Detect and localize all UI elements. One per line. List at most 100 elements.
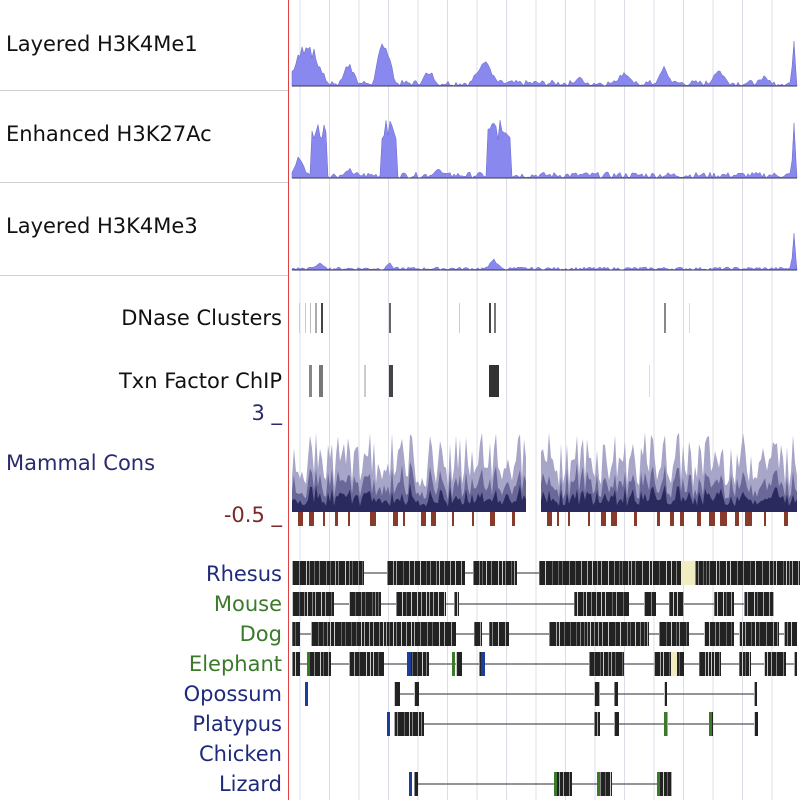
species-label-platypus[interactable]: Platypus [192,712,282,736]
chain-block-stripe [330,561,331,585]
chain-block-stripe [709,561,710,585]
chain-block-stripe [614,682,615,706]
chain-block-stripe [591,592,592,616]
chain-block-stripe [576,622,577,646]
species-label-rhesus[interactable]: Rhesus [205,562,282,586]
cons-negative-bar [568,512,570,526]
chain-block-stripe [444,561,445,585]
chain-block-stripe [328,652,329,676]
chain-block-stripe [393,561,394,585]
chain-block-stripe [349,561,350,585]
species-label-chicken[interactable]: Chicken [199,742,282,766]
chain-block [764,652,786,676]
chain-block-stripe [558,561,559,585]
dnase-cluster-marks [299,303,690,333]
chain-highlight [671,652,677,676]
chain-block-stripe [444,622,445,646]
chain-block-stripe [600,652,601,676]
chain-block-stripe [365,592,366,616]
cons-negative-bar [323,512,325,526]
chain-block-stripe [292,622,293,646]
chain-block-stripe [671,622,672,646]
chain-block-stripe [597,712,598,736]
track-label-mammal-cons[interactable]: Mammal Cons [6,451,156,475]
chain-block-stripe [315,592,316,616]
dnase-cluster [305,303,306,333]
chain-block-stripe [539,561,540,585]
chain-block-stripe [749,652,750,676]
cons-negative-bar [472,512,474,526]
chain-block-stripe [292,561,293,585]
chain-edge-green [657,772,660,796]
chain-block-stripe [755,622,756,646]
chain-block-stripe [366,652,367,676]
chain-block-stripe [511,561,512,585]
chain-block-stripe [403,561,404,585]
chain-block [754,682,757,706]
chain-block-stripe [708,652,709,676]
chain-block-stripe [562,561,563,585]
chain-block-stripe [414,622,415,646]
chain-block-stripe [610,772,611,796]
chain-block-stripe [644,592,645,616]
chain-block-stripe [794,652,795,676]
chain-block-stripe [777,622,778,646]
cons-ymax-label: 3 _ [251,401,282,425]
chain-block [657,772,672,796]
chain-block-stripe [601,561,602,585]
track-label-txn[interactable]: Txn Factor ChIP [118,369,282,393]
chain-block-stripe [327,622,328,646]
chain-block [614,682,618,706]
cons-negative-bar [335,512,338,526]
chain-block-stripe [602,622,603,646]
chain-block-stripe [569,772,570,796]
species-label-elephant[interactable]: Elephant [188,652,282,676]
dnase-cluster [321,303,323,333]
cons-area [541,484,797,512]
chain-block-stripe [660,652,661,676]
chain-block-stripe [759,622,760,646]
chain-block-stripe [583,592,584,616]
chain-block-stripe [396,622,397,646]
cons-negative-bar [557,512,559,526]
chain-block-stripe [369,622,370,646]
species-label-dog[interactable]: Dog [239,622,282,646]
mammal-cons-graph [292,432,797,526]
species-label-mouse[interactable]: Mouse [213,592,282,616]
species-label-opossum[interactable]: Opossum [183,682,282,706]
track-label-h3k27ac[interactable]: Enhanced H3K27Ac [6,122,212,146]
track-label-dnase[interactable]: DNase Clusters [121,306,282,330]
chain-block-stripe [577,592,578,616]
chain-block-stripe [426,592,427,616]
track-label-h3k4me3[interactable]: Layered H3K4Me3 [6,214,198,238]
chain-block-stripe [409,561,410,585]
chain-block-stripe [592,561,593,585]
chain-block-stripe [450,561,451,585]
chain-block-stripe [292,592,293,616]
chain-block-stripe [556,622,557,646]
h3k4me1-area [291,41,798,87]
chain-block-stripe [420,561,421,585]
chain-block-stripe [773,622,774,646]
chain-block-stripe [378,592,379,616]
chain-block-stripe [482,561,483,585]
chain-block-stripe [587,561,588,585]
chain-block-stripe [596,592,597,616]
track-divider [0,275,288,276]
chain-block [454,592,459,616]
cons-negative-bar [298,512,303,526]
chain-block-stripe [716,561,717,585]
chain-block-stripe [338,561,339,585]
chain-block-stripe [622,561,623,585]
chain-block-stripe [605,772,606,796]
chain-block-stripe [677,592,678,616]
chain-block-stripe [402,592,403,616]
chain-block-stripe [406,622,407,646]
chain-block-stripe [552,561,553,585]
track-label-h3k4me1[interactable]: Layered H3K4Me1 [6,32,198,56]
chain-block-stripe [354,652,355,676]
species-label-lizard[interactable]: Lizard [218,772,282,796]
chain-block-stripe [659,622,660,646]
cons-negative-bar [588,512,590,526]
browser-track-area[interactable] [289,0,800,800]
